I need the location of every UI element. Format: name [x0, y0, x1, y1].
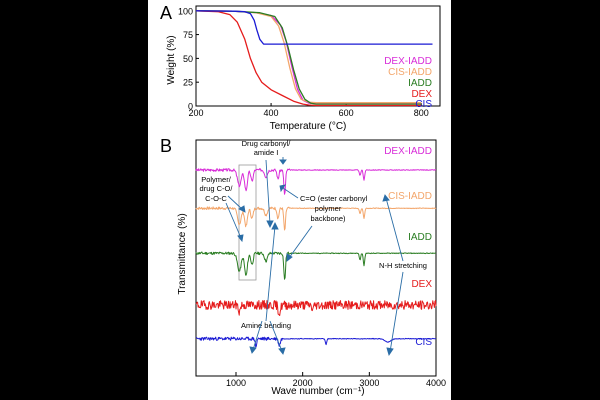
panel-a-xlabel: Temperature (°C) — [270, 121, 347, 132]
annotation-drug-c-o: drug C-O/ — [200, 184, 234, 193]
panel-b-xlabel: Wave number (cm⁻¹) — [271, 386, 364, 397]
panel-b-xtick-label-2: 3000 — [359, 378, 379, 388]
legend-b-cis-iadd: CIS-IADD — [388, 191, 432, 202]
tga-curve-cis — [195, 10, 433, 45]
legend-b-cis: CIS — [415, 337, 432, 348]
panel-b-xtick-label-3: 4000 — [426, 378, 446, 388]
panel-a-ytick-label-1: 25 — [183, 78, 193, 88]
arrowhead-nh-1 — [382, 194, 390, 202]
annotation-amine-bending: Amine bending — [241, 321, 291, 330]
ftir-spectrum-dex-iadd — [195, 168, 437, 195]
arrow-ester-1 — [282, 187, 299, 199]
arrowhead-carbonyl-dex-iadd — [279, 159, 287, 165]
tga-curve-dex — [195, 10, 422, 107]
arrow-amine-1 — [252, 320, 263, 351]
legend-b-dex-iadd: DEX-IADD — [384, 146, 432, 157]
panel-b-xtick-label-0: 1000 — [226, 378, 246, 388]
legend-a-dex: DEX — [411, 89, 432, 100]
panel-a-ylabel: Weight (%) — [166, 35, 177, 84]
legend-a-cis: CIS — [415, 99, 432, 110]
arrowhead-amine-2 — [278, 347, 286, 355]
arrow-amine-2 — [269, 320, 283, 352]
annotation-amide-i: amide I — [254, 148, 279, 157]
annotation-polymer-2: polymer — [315, 204, 342, 213]
arrowhead-ester-2 — [286, 253, 293, 262]
legend-a-cis-iadd: CIS-IADD — [388, 67, 432, 78]
arrowhead-carbonyl-down — [266, 220, 274, 229]
panel-b-ylabel: Transmittance (%) — [177, 213, 188, 294]
panel-b-xtick-label-1: 2000 — [293, 378, 313, 388]
tga-curve-iadd — [195, 10, 422, 105]
panel-b-arrows — [225, 157, 404, 357]
ftir-spectrum-dex — [195, 300, 437, 316]
panel-a-series — [195, 10, 433, 107]
legend-a-dex-iadd: DEX-IADD — [384, 56, 432, 67]
ftir-spectrum-cis-iadd — [195, 206, 437, 231]
panel-a-xtick-label-1: 400 — [264, 108, 279, 118]
panel-a: A Weight (%) Temperature (°C) 0 25 50 75 100… — [160, 3, 441, 132]
arrow-nh-1 — [385, 197, 404, 262]
annotation-backbone: backbone) — [310, 214, 346, 223]
panel-b-highlight-box — [238, 164, 257, 281]
annotation-ester-carbonyl: C=O (ester carbonyl — [300, 194, 368, 203]
arrowhead-co-1 — [238, 205, 246, 213]
legend-b-iadd: IADD — [408, 232, 432, 243]
arrowhead-nh-2 — [386, 347, 394, 357]
panel-a-ytick-label-2: 50 — [183, 54, 193, 64]
panel-b-annotations: Drug carbonyl/ amide I Polymer/ drug C-O… — [200, 139, 427, 330]
arrow-amine-3 — [265, 225, 276, 322]
legend-b-dex: DEX — [411, 279, 432, 290]
panel-b-letter: B — [160, 136, 172, 156]
arrowhead-amine-1 — [249, 346, 257, 354]
panel-a-xtick-label-3: 800 — [414, 108, 429, 118]
panel-b-x-axis: 1000 2000 3000 4000 — [226, 372, 446, 388]
arrow-ester-2 — [288, 225, 313, 259]
arrowhead-co-2 — [237, 234, 244, 243]
panel-a-letter: A — [160, 3, 172, 23]
panel-a-ytick-label-0: 0 — [188, 102, 193, 112]
annotation-n-h-stretching: N-H stretching — [379, 261, 427, 270]
ftir-spectrum-iadd — [195, 251, 437, 280]
arrow-carbonyl-down — [265, 159, 271, 225]
arrow-co-2 — [225, 202, 242, 239]
panel-b-legend: DEX-IADD CIS-IADD IADD DEX CIS — [384, 146, 432, 348]
panel-b-series — [195, 168, 437, 348]
legend-a-iadd: IADD — [408, 78, 432, 89]
annotation-c-o-c: C-O-C — [205, 194, 227, 203]
arrowhead-amine-3 — [271, 221, 279, 230]
arrowhead-ester-1 — [279, 184, 286, 193]
panel-a-xtick-label-0: 200 — [188, 108, 203, 118]
panel-a-ytick-label-3: 75 — [183, 30, 193, 40]
panel-b: B Transmittance (%) Wave number (cm⁻¹) 1… — [160, 136, 446, 397]
ftir-spectrum-cis — [195, 336, 437, 348]
panel-a-ytick-label-4: 100 — [178, 6, 193, 16]
panel-a-xtick-label-2: 600 — [339, 108, 354, 118]
white-figure-panel — [148, 0, 451, 400]
annotation-polymer: Polymer/ — [201, 175, 232, 184]
arrow-nh-2 — [389, 271, 404, 353]
panel-b-plot-frame — [195, 139, 437, 377]
panel-a-legend: DEX-IADD CIS-IADD IADD DEX CIS — [384, 56, 432, 110]
annotation-drug-carbonyl: Drug carbonyl/ — [242, 139, 292, 148]
